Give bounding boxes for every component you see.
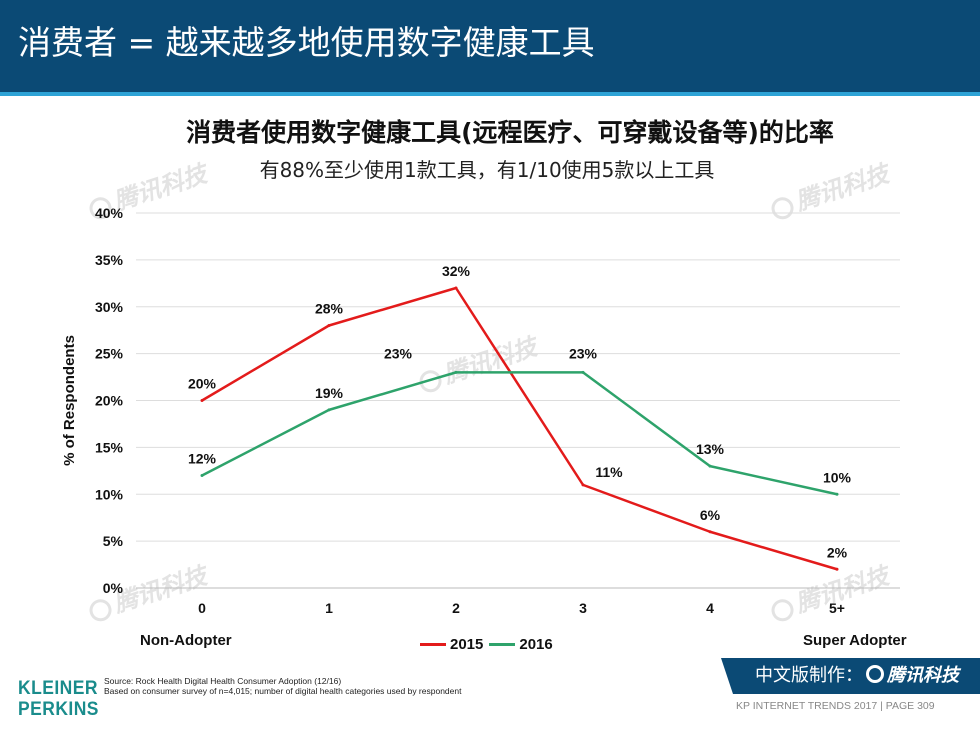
x-tick-label: 5+ [829, 600, 845, 616]
data-point-2015 [708, 530, 712, 534]
data-label-2015: 20% [188, 376, 217, 392]
logo-line-1: KLEINER [18, 678, 98, 699]
data-point-2016 [708, 464, 712, 468]
logo-line-2: PERKINS [18, 699, 99, 720]
x-tick-label: 0 [198, 600, 206, 616]
badge-prefix: 中文版制作： [755, 665, 863, 686]
data-label-2015: 32% [442, 263, 471, 279]
data-label-2016: 10% [823, 469, 852, 485]
x-tick-label: 4 [706, 600, 714, 616]
data-point-2016 [200, 474, 204, 477]
badge-brand: 腾讯科技 [887, 665, 959, 686]
data-point-2016 [454, 370, 458, 374]
y-tick-label: 30% [95, 299, 124, 315]
data-point-2016 [581, 370, 585, 374]
data-label-2015: 6% [700, 507, 721, 523]
super-adopter-label: Super Adopter [803, 632, 907, 649]
y-tick-label: 35% [95, 252, 124, 268]
data-point-2015 [581, 483, 585, 487]
non-adopter-label: Non-Adopter [140, 632, 232, 649]
data-label-2015: 28% [315, 301, 344, 317]
data-point-2015 [200, 399, 204, 402]
legend-item-2016: 2016 [489, 636, 553, 653]
data-label-2016: 19% [315, 385, 344, 401]
page-footer: KP INTERNET TRENDS 2017 | PAGE 309 [736, 700, 935, 712]
x-tick-label: 3 [579, 600, 587, 616]
data-label-2016: 23% [569, 345, 598, 361]
legend-label-2016: 2016 [519, 636, 553, 653]
y-tick-label: 20% [95, 393, 124, 409]
data-label-2015: 2% [827, 544, 848, 560]
tencent-logo-icon [866, 665, 884, 683]
legend-swatch-2016 [489, 643, 516, 646]
source-line-2: Based on consumer survey of n=4,015; num… [104, 686, 462, 696]
y-tick-label: 15% [95, 439, 124, 455]
x-tick-label: 1 [325, 600, 333, 616]
x-tick-label: 2 [452, 600, 460, 616]
chart-title: 消费者使用数字健康工具(远程医疗、可穿戴设备等)的比率 [186, 118, 834, 147]
header-accent-stripe [0, 92, 980, 96]
series-line-2016 [201, 371, 838, 496]
data-point-2016 [835, 492, 839, 496]
chart-subtitle: 有88%至少使用1款工具，有1/10使用5款以上工具 [259, 158, 715, 182]
legend-label-2015: 2015 [450, 636, 484, 653]
data-label-2016: 23% [384, 345, 413, 361]
translation-badge: 中文版制作： 腾讯科技 [721, 658, 980, 694]
data-label-2016: 12% [188, 451, 217, 467]
data-point-2015 [454, 286, 458, 290]
data-label-2016: 13% [696, 441, 725, 457]
y-axis-label: % of Respondents [61, 335, 78, 466]
y-tick-label: 40% [95, 205, 124, 221]
legend-swatch-2015 [420, 643, 446, 646]
y-tick-label: 10% [95, 486, 124, 502]
data-point-2015 [835, 567, 839, 571]
chart-legend: 2015 2016 [420, 636, 559, 653]
y-tick-label: 5% [103, 533, 124, 549]
header-bar: 消费者 = 越来越多地使用数字健康工具 [0, 0, 980, 92]
page-title: 消费者 = 越来越多地使用数字健康工具 [18, 23, 595, 62]
data-point-2016 [327, 408, 331, 412]
source-line-1: Source: Rock Health Digital Health Consu… [104, 676, 342, 686]
data-point-2015 [327, 324, 331, 327]
y-tick-label: 0% [103, 580, 124, 596]
source-note: Source: Rock Health Digital Health Consu… [104, 676, 461, 696]
kleiner-perkins-logo: KLEINER PERKINS [18, 678, 99, 720]
series-line-2015 [201, 286, 838, 571]
y-tick-label: 25% [95, 346, 124, 362]
data-label-2015: 11% [595, 464, 623, 480]
legend-item-2015: 2015 [420, 636, 483, 653]
